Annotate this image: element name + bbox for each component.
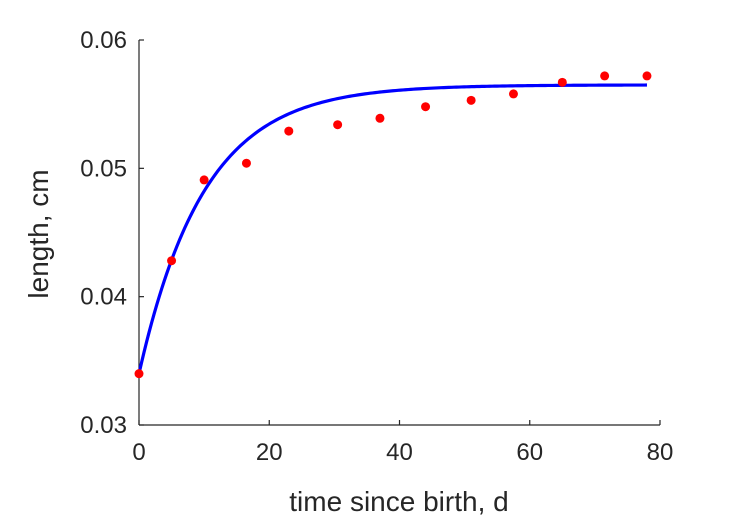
data-point-9: [508, 89, 518, 99]
x-tick-label-4: 80: [647, 439, 674, 466]
x-tick-label-0: 0: [132, 439, 145, 466]
data-point-8: [466, 95, 476, 105]
fit-curve: [137, 83, 647, 375]
data-point-7: [421, 102, 431, 112]
data-point-5: [333, 120, 343, 130]
y-tick-label-3: 0.06: [80, 27, 127, 54]
data-point-10: [557, 77, 567, 87]
data-point-12: [642, 71, 652, 81]
data-point-0: [134, 369, 144, 379]
data-point-6: [375, 113, 385, 123]
y-tick-label-2: 0.05: [80, 155, 127, 182]
y-tick-label-0: 0.03: [80, 412, 127, 439]
y-tick-label-1: 0.04: [80, 284, 127, 311]
y-axis-label: length, cm: [23, 169, 54, 298]
data-point-11: [600, 71, 610, 81]
data-point-3: [241, 158, 251, 168]
plot-area: [134, 71, 652, 379]
x-axis-label: time since birth, d: [289, 486, 508, 517]
axis-labels: time since birth, d length, cm: [23, 169, 509, 517]
data-point-1: [167, 256, 177, 266]
x-tick-label-3: 60: [516, 439, 543, 466]
data-point-2: [199, 175, 209, 185]
x-tick-label-2: 40: [386, 439, 413, 466]
axes: 0 20 40 60 80 0.03 0.04 0.05 0.06: [80, 27, 673, 466]
x-tick-label-1: 20: [256, 439, 283, 466]
data-point-4: [284, 126, 294, 136]
